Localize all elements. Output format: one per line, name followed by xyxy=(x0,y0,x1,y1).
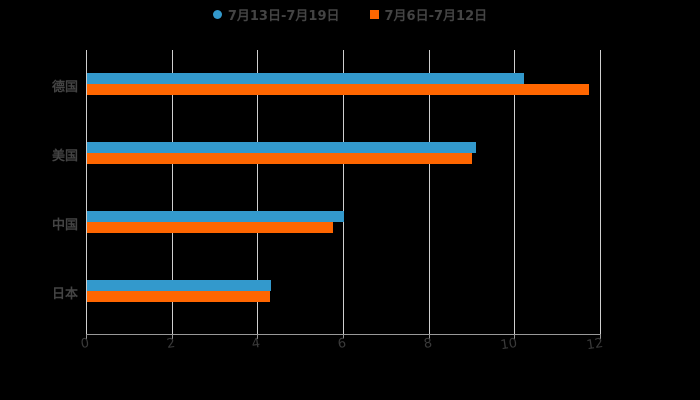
bar-jul13-19[interactable] xyxy=(87,280,271,291)
legend-item-week-jul13-19[interactable]: 7月13日-7月19日 xyxy=(212,5,340,24)
gridline xyxy=(429,50,430,334)
legend-item-week-jul6-12[interactable]: 7月6日-7月12日 xyxy=(369,5,488,24)
x-axis-line xyxy=(86,334,601,335)
x-tick xyxy=(600,334,601,339)
x-tick-label: 4 xyxy=(250,336,262,353)
bar-jul6-12[interactable] xyxy=(87,291,270,302)
square-marker-icon xyxy=(369,9,379,19)
x-tick-label: 6 xyxy=(336,336,348,353)
chart-legend: 7月13日-7月19日 7月6日-7月12日 xyxy=(0,4,700,24)
x-tick xyxy=(86,334,87,339)
x-tick xyxy=(257,334,258,339)
gridline xyxy=(172,50,173,334)
x-tick-label: 10 xyxy=(499,336,519,354)
gridline xyxy=(600,50,601,334)
x-tick-label: 0 xyxy=(79,336,91,353)
x-tick xyxy=(343,334,344,339)
legend-label: 7月13日-7月19日 xyxy=(227,8,340,24)
gridline xyxy=(86,50,87,334)
legend-label: 7月6日-7月12日 xyxy=(384,8,488,24)
bar-jul6-12[interactable] xyxy=(87,84,589,95)
gridline xyxy=(257,50,258,334)
bar-jul6-12[interactable] xyxy=(87,222,333,233)
x-tick xyxy=(172,334,173,339)
gridline xyxy=(514,50,515,334)
bar-jul13-19[interactable] xyxy=(87,211,344,222)
gridline xyxy=(343,50,344,334)
y-category-label: 美国 xyxy=(51,149,78,164)
x-tick xyxy=(514,334,515,339)
bar-jul13-19[interactable] xyxy=(87,142,476,153)
bar-jul6-12[interactable] xyxy=(87,153,472,164)
y-category-label: 日本 xyxy=(51,287,78,302)
x-tick-label: 2 xyxy=(165,336,177,353)
x-tick-label: 8 xyxy=(422,336,434,353)
circle-marker-icon xyxy=(212,9,222,19)
y-category-label: 中国 xyxy=(51,218,78,233)
bar-jul13-19[interactable] xyxy=(87,73,524,84)
y-category-label: 德国 xyxy=(51,80,78,95)
x-tick xyxy=(429,334,430,339)
x-tick-label: 12 xyxy=(585,336,605,354)
